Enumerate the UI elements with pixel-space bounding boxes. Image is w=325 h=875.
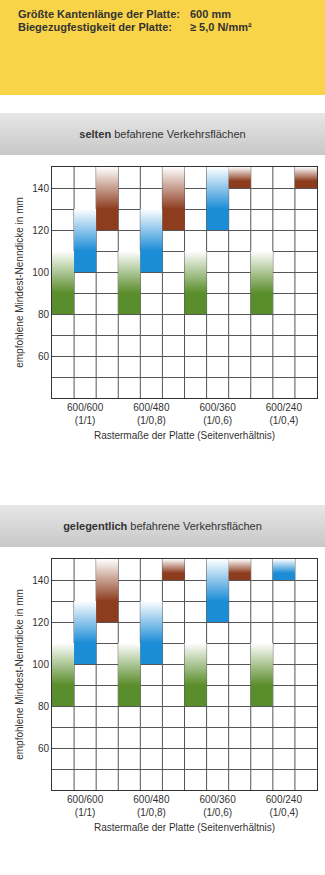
html-text:Größte Kantenlänge der Platte:: Größte Kantenlänge der Platte: xyxy=(18,8,180,20)
html-text:gelegentlich befahrene Verkehr: gelegentlich befahrene Verkehrsflächen xyxy=(63,520,262,532)
svg-text:Rastermaße der Platte (Seitenv: Rastermaße der Platte (Seitenverhältnis) xyxy=(94,430,275,441)
svg-text:120: 120 xyxy=(32,617,49,628)
html-text:selten befahrene Verkehrsfläch: selten befahrene Verkehrsflächen xyxy=(79,128,246,140)
html-text:≥ 5,0 N/mm²: ≥ 5,0 N/mm² xyxy=(190,21,252,33)
html-text:600 mm: 600 mm xyxy=(190,8,231,20)
svg-text:600/360(1/0,6): 600/360(1/0,6) xyxy=(200,402,237,426)
svg-text:140: 140 xyxy=(32,575,49,586)
svg-text:80: 80 xyxy=(38,701,50,712)
svg-text:140: 140 xyxy=(32,183,49,194)
svg-text:600/240(1/0,4): 600/240(1/0,4) xyxy=(266,402,303,426)
svg-text:100: 100 xyxy=(32,659,49,670)
svg-text:120: 120 xyxy=(32,225,49,236)
svg-text:600/600(1/1): 600/600(1/1) xyxy=(67,402,104,426)
svg-text:60: 60 xyxy=(38,743,50,754)
svg-text:empfohlene Mindest-Nenndicke i: empfohlene Mindest-Nenndicke in mm xyxy=(14,197,25,368)
svg-text:empfohlene Mindest-Nenndicke i: empfohlene Mindest-Nenndicke in mm xyxy=(14,589,25,760)
svg-text:80: 80 xyxy=(38,309,50,320)
svg-text:600/480(1/0,8): 600/480(1/0,8) xyxy=(133,794,170,818)
svg-text:600/600(1/1): 600/600(1/1) xyxy=(67,794,104,818)
svg-text:600/360(1/0,6): 600/360(1/0,6) xyxy=(200,794,237,818)
svg-text:600/240(1/0,4): 600/240(1/0,4) xyxy=(266,794,303,818)
svg-text:Rastermaße der Platte (Seitenv: Rastermaße der Platte (Seitenverhältnis) xyxy=(94,822,275,833)
svg-text:100: 100 xyxy=(32,267,49,278)
html-text:Biegezugfestigkeit der Platte:: Biegezugfestigkeit der Platte: xyxy=(18,21,172,33)
svg-text:60: 60 xyxy=(38,351,50,362)
svg-text:600/480(1/0,8): 600/480(1/0,8) xyxy=(133,402,170,426)
